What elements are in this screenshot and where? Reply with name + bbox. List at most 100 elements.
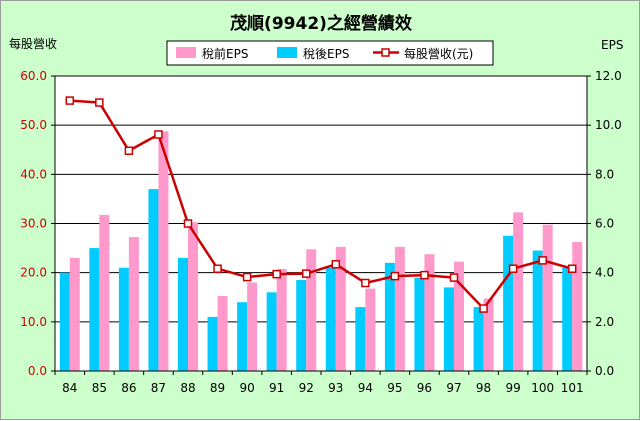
bar-aftertax-eps [266,292,277,371]
x-tick-label: 97 [446,381,461,395]
bar-pretax-eps [99,214,110,371]
revenue-point [183,219,193,228]
x-tick-label: 86 [121,381,136,395]
revenue-point [538,256,547,265]
bar-aftertax-eps [562,267,573,371]
x-tick-label: 96 [417,381,432,395]
right-tick-label: 10.0 [595,118,622,132]
revenue-point [95,98,104,107]
revenue-point [154,130,163,139]
x-tick-label: 84 [62,381,77,395]
x-tick-label: 87 [151,381,166,395]
legend-label-aftertax-eps: 稅後EPS [303,47,349,61]
x-tick-label: 98 [476,381,491,395]
legend-box [166,40,494,66]
bar-pretax-eps [217,296,228,371]
revenue-point [242,272,252,282]
bar-pretax-eps [572,241,583,371]
left-axis-name: 每股營收 [9,36,57,51]
bar-pretax-eps [394,246,405,371]
bar-aftertax-eps [384,262,395,371]
bar-aftertax-eps [148,189,159,371]
x-tick-label: 93 [328,381,343,395]
x-tick-label: 100 [531,381,554,395]
revenue-line [69,99,573,310]
x-tick-label: 99 [505,381,520,395]
right-tick-label: 4.0 [595,266,614,280]
bar-aftertax-eps [89,248,100,371]
bar-pretax-eps [542,224,553,371]
revenue-point [213,264,222,273]
right-tick-label: 0.0 [595,364,614,378]
revenue-point [331,260,341,269]
left-tick-label: 20.0 [20,266,47,280]
right-tick-label: 2.0 [595,315,614,329]
left-tick-label: 40.0 [20,167,47,181]
bar-aftertax-eps [532,250,543,371]
x-tick-label: 95 [387,381,402,395]
bar-aftertax-eps [444,287,454,371]
bar-pretax-eps [513,212,524,371]
right-tick-label: 6.0 [595,217,614,231]
bar-aftertax-eps [473,307,484,371]
x-tick-label: 89 [210,381,225,395]
revenue-point [390,271,400,281]
revenue-point [301,269,311,278]
right-tick-label: 8.0 [595,167,614,181]
x-tick-label: 91 [269,381,284,395]
revenue-point [65,96,75,105]
x-tick-label: 88 [180,381,195,395]
revenue-point [124,146,134,155]
revenue-point [420,270,429,280]
legend-label-pretax-eps: 稅前EPS [202,46,248,61]
x-tick-label: 90 [239,381,254,395]
left-tick-label: 10.0 [20,315,47,329]
bar-pretax-eps [365,288,376,371]
bar-pretax-eps [335,246,346,371]
left-tick-label: 30.0 [20,217,47,231]
bar-aftertax-eps [503,235,514,371]
bar-pretax-eps [276,268,287,371]
bar-pretax-eps [306,249,317,371]
revenue-point [567,264,577,273]
right-axis-name: EPS [601,38,623,52]
bar-pretax-eps [454,261,464,371]
revenue-point [272,269,281,279]
revenue-point [479,304,488,313]
bar-pretax-eps [128,237,139,371]
bar-pretax-eps [158,131,169,371]
bar-pretax-eps [247,282,258,371]
legend-swatch-aftertax-eps [277,47,297,58]
legend-label-revenue: 每股營收(元) [404,46,473,61]
bar-aftertax-eps [237,302,248,371]
legend: 稅前EPS 稅後EPS 每股營收(元) [166,40,494,66]
bar-aftertax-eps [414,277,425,371]
revenue-point [449,273,459,282]
revenue-point [508,264,518,273]
legend-marker-revenue [381,48,390,57]
bar-pretax-eps [69,257,80,371]
right-tick-label: 12.0 [595,69,622,83]
left-tick-label: 0.0 [28,364,47,378]
x-tick-label: 85 [92,381,107,395]
plot-area: 0.0 0.0 10.0 2.0 20.0 4.0 30.0 6.0 40.0 8.0 50.0 10… [20,69,621,395]
bar-aftertax-eps [178,257,188,371]
bar-aftertax-eps [59,272,70,371]
legend-swatch-pretax-eps [176,47,196,58]
left-tick-label: 50.0 [20,118,47,132]
bar-pretax-eps [188,222,198,371]
x-tick-label: 92 [299,381,314,395]
bar-pretax-eps [424,254,435,371]
bar-aftertax-eps [118,267,129,371]
chart-title: 茂順(9942)之經營績效 [230,13,412,34]
bar-aftertax-eps [325,267,336,371]
left-tick-label: 60.0 [20,69,47,83]
x-tick-label: 101 [561,381,584,395]
revenue-point [361,278,370,288]
x-tick-label: 94 [358,381,373,395]
bar-pretax-eps [483,298,494,371]
bar-aftertax-eps [207,316,218,371]
bar-aftertax-eps [296,280,307,371]
